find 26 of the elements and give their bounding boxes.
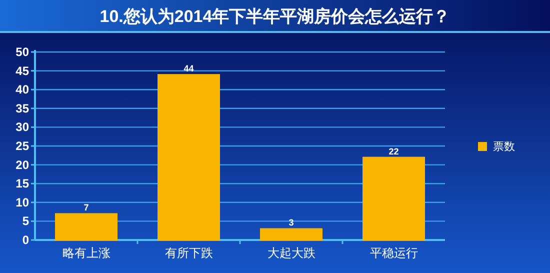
legend: 票数	[478, 141, 515, 153]
y-tick-label: 45	[16, 64, 30, 78]
y-tick-label: 0	[22, 233, 30, 247]
y-tick-label: 10	[16, 195, 30, 210]
x-tick-label: 有所下跌	[164, 246, 213, 260]
y-tick-label: 40	[16, 82, 30, 97]
data-label: 22	[388, 146, 399, 156]
bar	[158, 74, 220, 240]
y-tick-label: 35	[16, 101, 30, 116]
x-tick-label: 大起大跌	[267, 246, 316, 260]
data-label: 7	[84, 202, 89, 213]
data-label: 3	[288, 218, 294, 228]
y-tick-label: 50	[16, 45, 30, 59]
data-label: 44	[184, 64, 194, 74]
x-tick-label: 略有上涨	[62, 246, 110, 260]
y-tick-label: 30	[16, 120, 30, 134]
legend-label: 票数	[493, 141, 515, 153]
bar	[362, 156, 425, 240]
y-tick-label: 25	[16, 139, 30, 153]
y-tick-label: 20	[16, 158, 30, 172]
y-tick-label: 5	[22, 214, 30, 228]
x-tick-label: 平稳运行	[370, 246, 418, 260]
chart-title: 10.您认为2014年下半年平湖房价会怎么运行？	[100, 7, 450, 26]
bar	[260, 228, 322, 240]
y-tick-label: 15	[16, 176, 30, 191]
bar	[55, 213, 118, 240]
